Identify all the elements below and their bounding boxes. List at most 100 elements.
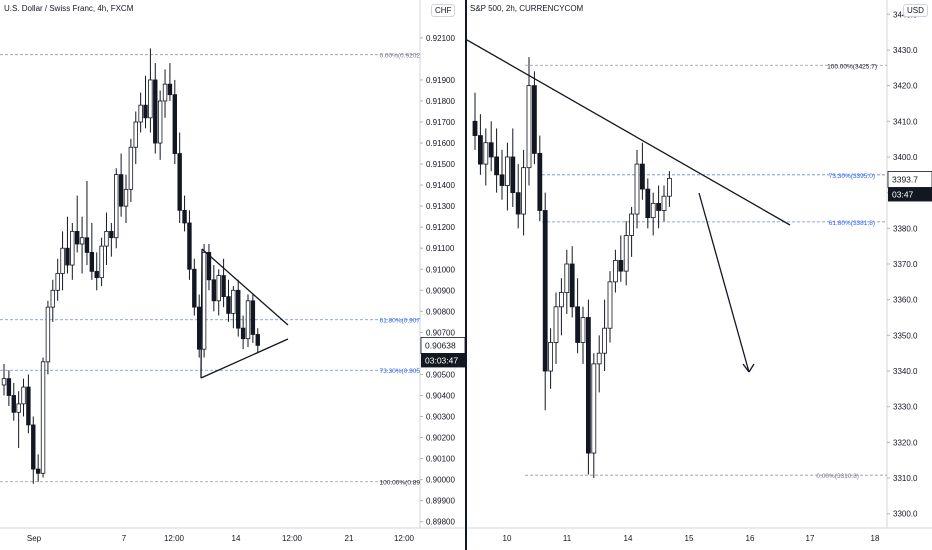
- candle-up: [559, 292, 564, 308]
- candle-up: [123, 188, 129, 207]
- price-axis-tick-label: 0.91500: [426, 160, 455, 169]
- countdown-value: 03:03:47: [425, 355, 458, 365]
- candle-down: [84, 237, 90, 253]
- candle-down: [94, 270, 99, 279]
- price-axis-tick-label: 0.89800: [426, 518, 455, 527]
- currency-button-usd[interactable]: USD: [903, 4, 928, 17]
- price-axis-tick-label: 0.91200: [426, 223, 455, 232]
- time-axis-tick-label: 18: [871, 534, 880, 543]
- price-axis-tick-label: 3350.0: [893, 331, 918, 340]
- candle-up: [79, 237, 85, 245]
- candle-down: [656, 202, 662, 211]
- price-axis-tick-label: 3420.0: [893, 82, 918, 91]
- candle-down: [510, 156, 516, 194]
- time-axis-tick-label: 15: [685, 534, 694, 543]
- price-axis-tick-label: 3300.0: [893, 510, 918, 519]
- price-axis-tick-label: 3320.0: [893, 438, 918, 447]
- candle-down: [31, 424, 36, 470]
- price-axis-tick-label: 0.89900: [426, 497, 455, 506]
- candle-up: [634, 163, 640, 215]
- spx-chart-canvas[interactable]: 3440.03430.03420.03410.03400.03390.03380…: [467, 0, 932, 550]
- candle-down: [542, 210, 548, 372]
- time-axis-tick-label: 17: [806, 534, 815, 543]
- candle-up: [128, 146, 134, 190]
- price-axis-tick-label: 0.91700: [426, 118, 455, 127]
- candle-up: [505, 156, 510, 186]
- countdown-value: 03:47: [892, 189, 914, 199]
- candle-down: [586, 317, 591, 454]
- candle-up: [133, 121, 138, 148]
- price-axis-tick-label: 3310.0: [893, 474, 918, 483]
- triangle-upper-trendline: [201, 248, 289, 326]
- candle-up: [596, 352, 602, 365]
- candle-up: [21, 386, 26, 405]
- candle-up: [612, 260, 618, 283]
- fibonacci-level-label: 61.80%(3381.8): [829, 220, 875, 227]
- time-axis-tick-label: 10: [503, 534, 512, 543]
- time-axis-tick-label: 7: [122, 534, 127, 543]
- price-axis-tick-label: 0.91900: [426, 76, 455, 85]
- price-axis-tick-label: 0.91800: [426, 97, 455, 106]
- candle-down: [645, 188, 651, 219]
- candle-down: [153, 79, 158, 144]
- candle-up: [99, 245, 104, 279]
- price-axis-tick-label: 0.90700: [426, 328, 455, 337]
- candle-up: [553, 306, 559, 343]
- candle-down: [89, 252, 95, 272]
- candle-up: [580, 317, 586, 343]
- price-axis-tick-label: 0.90500: [426, 370, 455, 379]
- price-axis-tick-label: 0.90400: [426, 391, 455, 400]
- price-axis-tick-label: 3430.0: [893, 46, 918, 55]
- projection-arrow-head-right: [748, 363, 755, 373]
- candle-up: [666, 177, 672, 197]
- time-axis-tick-label: 14: [624, 534, 633, 543]
- candle-up: [526, 85, 532, 169]
- currency-button-chf[interactable]: CHF: [431, 4, 456, 17]
- candle-down: [177, 153, 182, 211]
- usdchf-chart-canvas[interactable]: 0.92100 0.91900 0.91800 0.91700 0.91600 0.915…: [0, 0, 465, 550]
- candle-down: [618, 260, 624, 272]
- projection-arrow-head-left: [742, 363, 750, 373]
- projection-arrow-shaft: [698, 192, 750, 373]
- candle-down: [250, 300, 256, 335]
- candle-down: [532, 85, 537, 154]
- candle-up: [216, 275, 221, 302]
- candle-down: [167, 83, 173, 96]
- candle-up: [114, 174, 119, 239]
- descending-trendline: [467, 39, 791, 226]
- candle-up: [16, 403, 21, 413]
- fibonacci-level-label: 73.30%(0.905: [380, 368, 421, 375]
- candle-down: [11, 395, 16, 413]
- candle-up: [602, 327, 608, 354]
- candle-up: [521, 167, 526, 215]
- candle-up: [548, 342, 553, 372]
- candle-up: [650, 202, 656, 219]
- candle-down: [255, 334, 260, 346]
- candle-down: [182, 209, 187, 224]
- time-axis-tick-label: 12:00: [282, 534, 303, 543]
- candle-up: [162, 83, 168, 102]
- usdchf-chart-title: U.S. Dollar / Swiss Franc, 4h, FXCM: [4, 4, 134, 13]
- price-axis-tick-label: 0.90800: [426, 307, 455, 316]
- price-axis-tick-label: 3400.0: [893, 153, 918, 162]
- price-axis-tick-label: 0.90100: [426, 455, 455, 464]
- candle-up: [607, 281, 613, 329]
- candle-up: [50, 289, 55, 308]
- price-axis-tick-label: 3410.0: [893, 117, 918, 126]
- price-axis-tick-label: 0.90000: [426, 476, 455, 485]
- candle-down: [569, 263, 575, 308]
- price-axis-tick-label: 0.90200: [426, 434, 455, 443]
- candle-down: [537, 153, 543, 211]
- candle-up: [231, 289, 236, 314]
- spx-chart-pane[interactable]: 3440.03430.03420.03410.03400.03390.03380…: [467, 0, 932, 550]
- candle-down: [575, 306, 580, 343]
- candle-down: [172, 94, 177, 154]
- price-axis-tick-label: 3340.0: [893, 367, 918, 376]
- usdchf-chart-pane[interactable]: 0.92100 0.91900 0.91800 0.91700 0.91600 0.915…: [0, 0, 465, 550]
- time-axis-tick-label: 11: [563, 534, 572, 543]
- price-axis-tick-label: 0.91000: [426, 265, 455, 274]
- candle-up: [104, 230, 109, 247]
- price-axis-tick-label: 0.90900: [426, 286, 455, 295]
- pane-divider[interactable]: [465, 0, 467, 550]
- candle-down: [196, 306, 202, 350]
